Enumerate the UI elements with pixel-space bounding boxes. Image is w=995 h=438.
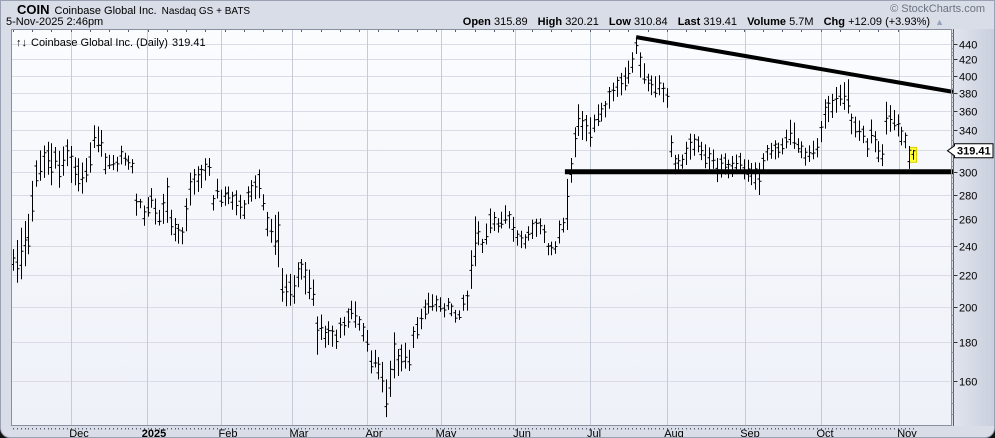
month-label-aug: Aug: [664, 428, 684, 437]
high-label: High: [537, 16, 563, 28]
price-tick-label: 420: [959, 55, 977, 67]
chart-header: COIN Coinbase Global Inc. Nasdaq GS + BATS: [17, 2, 250, 19]
open-value: 315.89: [493, 16, 528, 28]
price-tick-label: 400: [959, 72, 977, 84]
month-label-nov: Nov: [897, 428, 917, 437]
last-price-tag: 319.41: [946, 143, 994, 159]
low-label: Low: [608, 16, 631, 28]
updown-arrows-icon: ↑↓: [16, 37, 27, 49]
month-label-may: May: [436, 428, 457, 437]
month-label-feb: Feb: [219, 428, 238, 437]
last-label: Last: [677, 16, 701, 28]
price-tick-label: 260: [959, 215, 977, 227]
chart-title-text: Coinbase Global Inc. (Daily): [31, 37, 168, 49]
chart-title-last-price: 319.41: [172, 37, 206, 49]
price-tick-label: 380: [959, 89, 977, 101]
plot-area: [11, 29, 952, 426]
price-axis: [953, 29, 994, 426]
descending-resistance-trendline: [635, 35, 954, 94]
last-value: 319.41: [703, 16, 738, 28]
plot-border: [11, 29, 952, 426]
price-tick-label: 300: [959, 168, 977, 180]
exchange-name: Nasdaq GS + BATS: [161, 6, 251, 17]
price-tick-label: 200: [959, 303, 977, 315]
month-label-apr: Apr: [365, 428, 382, 437]
price-tick-label: 240: [959, 242, 977, 254]
chg-label: Chg: [823, 16, 845, 28]
ticker-symbol: COIN: [17, 2, 50, 17]
last-price-tag-value: 319.41: [957, 146, 991, 158]
quote-datetime: 5-Nov-2025 2:46pm: [6, 16, 104, 28]
price-tick-label: 160: [959, 377, 977, 389]
low-value: 310.84: [633, 16, 668, 28]
ohlc-price-bars: [11, 38, 916, 418]
high-value: 320.21: [565, 16, 599, 28]
month-label-sep: Sep: [740, 428, 760, 437]
quote-summary-row: Open 315.89 High 320.21 Low 310.84 Last …: [463, 16, 944, 29]
price-tick-label: 440: [959, 40, 977, 52]
price-tick-label: 220: [959, 271, 977, 283]
volume-value: 5.7M: [789, 16, 814, 28]
chart-overlay-title: ↑↓ Coinbase Global Inc. (Daily) 319.41: [16, 37, 206, 49]
month-label-jun: Jun: [513, 428, 531, 437]
price-tick-label: 180: [959, 338, 977, 350]
month-label-oct: Oct: [816, 428, 833, 437]
chg-value: +12.09 (+3.93%): [848, 16, 931, 28]
month-label-mar: Mar: [290, 428, 309, 437]
price-tick-label: 340: [959, 126, 977, 138]
month-label-jul: Jul: [587, 428, 601, 437]
price-tick-label: 360: [959, 107, 977, 119]
open-label: Open: [462, 16, 491, 28]
month-label-2025: 2025: [142, 428, 166, 437]
month-label-dec: Dec: [69, 428, 89, 437]
volume-label: Volume: [747, 16, 787, 28]
company-name: Coinbase Global Inc.: [54, 5, 157, 17]
price-tick-label: 280: [959, 191, 977, 203]
price-up-triangle-icon: ▲: [935, 17, 944, 27]
stockcharts-copyright-link[interactable]: © StockCharts.com: [890, 3, 985, 15]
